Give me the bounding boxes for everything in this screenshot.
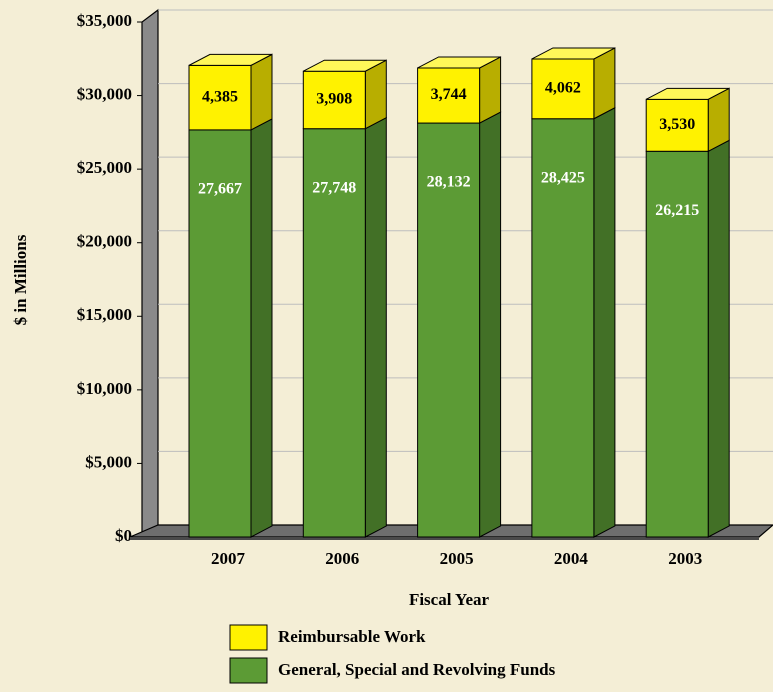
legend-label: General, Special and Revolving Funds	[278, 660, 556, 679]
y-tick-label: $5,000	[85, 452, 132, 471]
bar	[188, 64, 252, 131]
bar-top	[645, 87, 730, 100]
legend-label: Reimbursable Work	[278, 627, 426, 646]
bar-top	[188, 53, 273, 66]
legend-swatch	[229, 624, 268, 651]
y-tick-label: $15,000	[77, 305, 132, 324]
data-label: 4,385	[202, 88, 238, 105]
bar-top	[531, 47, 616, 60]
bar	[531, 118, 595, 538]
bar-side	[479, 111, 502, 538]
bar-side	[250, 53, 273, 131]
y-tick-label: $0	[115, 526, 132, 545]
x-tick-label: 2006	[325, 549, 359, 568]
bar-side	[707, 139, 730, 538]
x-tick-label: 2005	[440, 549, 474, 568]
bar	[302, 128, 366, 538]
y-tick-label: $30,000	[77, 84, 132, 103]
data-label: 3,530	[659, 116, 695, 133]
data-label: 4,062	[545, 80, 581, 97]
bar	[645, 150, 709, 538]
data-label: 3,908	[316, 91, 352, 108]
bar	[188, 129, 252, 538]
floor-edge	[130, 537, 759, 540]
y-tick-label: $35,000	[77, 11, 132, 30]
bar	[417, 122, 481, 538]
data-label: 27,748	[312, 179, 356, 196]
bar-side	[364, 116, 387, 538]
bar-top	[417, 56, 501, 69]
y-tick-label: $25,000	[77, 158, 132, 177]
y-tick-label: $20,000	[77, 232, 132, 251]
y-axis-title: $ in Millions	[11, 234, 30, 325]
data-label: 3,744	[431, 86, 467, 103]
bar	[645, 98, 709, 152]
y-tick-label: $10,000	[77, 379, 132, 398]
bar-top	[303, 59, 387, 72]
bar-side	[593, 47, 616, 120]
x-tick-label: 2007	[211, 549, 246, 568]
side-wall	[141, 8, 159, 539]
bar-side	[593, 106, 616, 538]
bar-side	[364, 59, 387, 130]
data-label: 27,667	[198, 181, 242, 198]
data-label: 28,132	[427, 174, 471, 191]
legend-swatch	[229, 657, 268, 684]
x-tick-label: 2004	[554, 549, 589, 568]
bar	[302, 70, 366, 130]
data-label: 26,215	[655, 202, 699, 219]
data-label: 28,425	[541, 169, 585, 186]
x-axis-title: Fiscal Year	[409, 590, 490, 609]
bar-side	[250, 118, 273, 538]
bar	[417, 67, 481, 124]
x-tick-label: 2003	[668, 549, 702, 568]
